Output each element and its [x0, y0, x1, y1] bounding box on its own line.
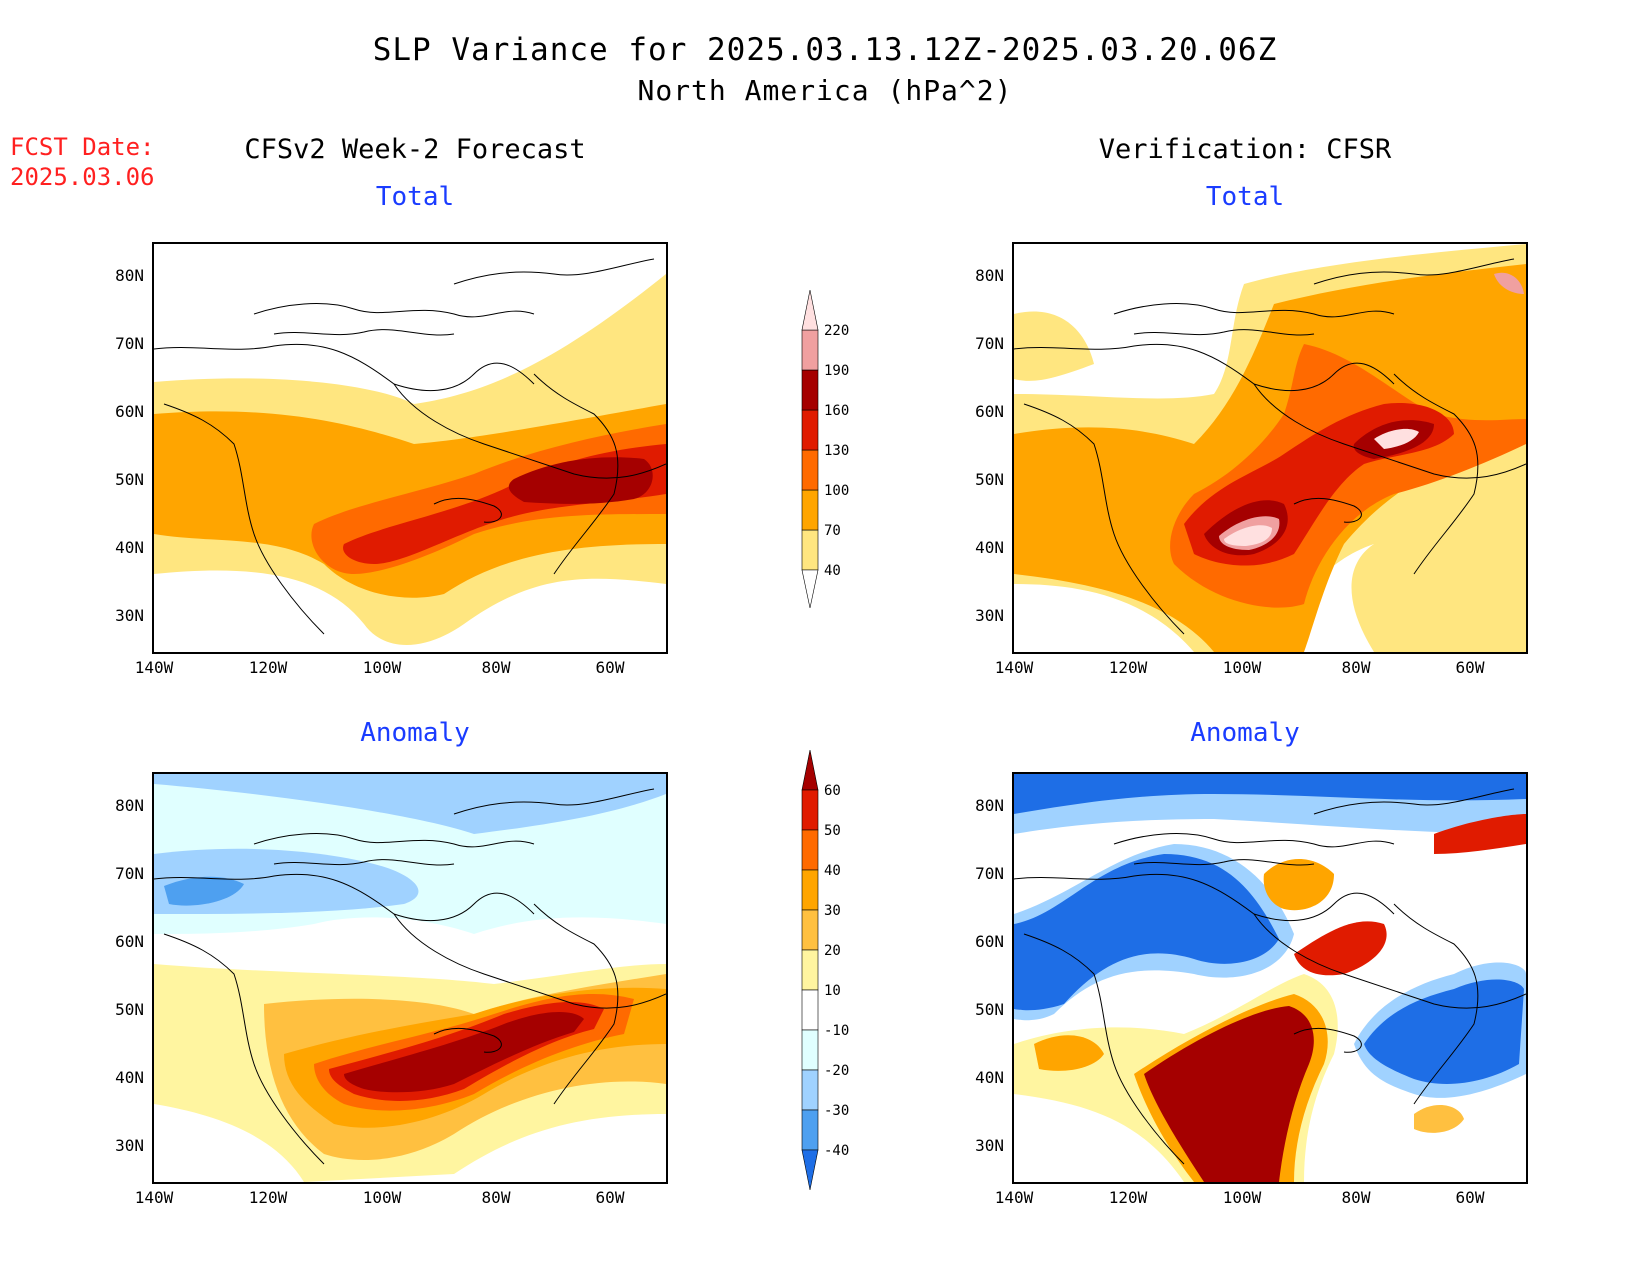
colorbar-swatch — [801, 569, 819, 609]
verif-total-map — [1012, 242, 1528, 654]
lon-tick-label: 80W — [1341, 1188, 1371, 1207]
lat-tick-label: 70N — [975, 864, 1004, 883]
lat-tick-label: 60N — [115, 402, 144, 421]
colorbar-label: -30 — [824, 1103, 849, 1119]
lat-tick-label: 80N — [115, 796, 144, 815]
colorbar-swatch — [801, 750, 819, 791]
total-colorbar: 40 70 100 130 160 190 220 — [801, 289, 849, 609]
colorbar-swatch — [801, 789, 819, 831]
colorbar-swatch — [801, 829, 819, 871]
verif-total-title: Total — [1205, 182, 1285, 212]
colorbar-swatch — [801, 1069, 819, 1111]
colorbar-swatch — [801, 1109, 819, 1151]
lon-tick-label: 100W — [1222, 1188, 1262, 1207]
lon-tick-label: 120W — [1108, 658, 1148, 677]
colorbar-swatch — [801, 909, 819, 951]
lat-tick-label: 40N — [115, 1068, 144, 1087]
colorbar-swatch — [801, 869, 819, 911]
lat-tick-label: 70N — [115, 864, 144, 883]
forecast-anomaly-map — [152, 772, 668, 1184]
lon-tick-label: 100W — [362, 1188, 402, 1207]
lon-tick-label: 120W — [248, 658, 288, 677]
lat-tick-label: 80N — [975, 266, 1004, 285]
lon-tick-label: 140W — [994, 1188, 1034, 1207]
forecast-total-title: Total — [375, 182, 455, 212]
lon-tick-label: 140W — [134, 1188, 174, 1207]
colorbar-label: 50 — [824, 823, 841, 839]
colorbar-label: 190 — [824, 363, 849, 379]
forecast-total-map — [152, 242, 668, 654]
lat-tick-label: 50N — [115, 1000, 144, 1019]
lon-tick-label: 140W — [994, 658, 1034, 677]
forecast-anomaly-title: Anomaly — [360, 718, 470, 748]
fcst-date-value: 2025.03.06 — [10, 163, 155, 191]
verification-column-title: Verification: CFSR — [1098, 134, 1392, 165]
colorbar-swatch — [801, 949, 819, 991]
lon-tick-label: 120W — [248, 1188, 288, 1207]
lat-tick-label: 50N — [115, 470, 144, 489]
page-title: SLP Variance for 2025.03.13.12Z-2025.03.… — [372, 32, 1278, 68]
lat-tick-label: 30N — [975, 1136, 1004, 1155]
colorbar-label: 100 — [824, 483, 849, 499]
colorbar-swatch — [801, 289, 819, 331]
colorbar-swatch — [801, 409, 819, 451]
colorbar-swatch — [801, 989, 819, 1031]
lat-tick-label: 50N — [975, 1000, 1004, 1019]
colorbar-label: -40 — [824, 1143, 849, 1159]
colorbar-swatch — [801, 529, 819, 571]
lat-tick-label: 30N — [115, 606, 144, 625]
lat-tick-label: 70N — [115, 334, 144, 353]
colorbar-label: 40 — [824, 563, 841, 579]
lon-tick-label: 60W — [1455, 1188, 1485, 1207]
lat-tick-label: 80N — [975, 796, 1004, 815]
lat-tick-label: 30N — [975, 606, 1004, 625]
lon-tick-label: 60W — [595, 1188, 625, 1207]
lon-tick-label: 80W — [481, 658, 511, 677]
colorbar-label: 10 — [824, 983, 841, 999]
colorbar-label: 70 — [824, 523, 841, 539]
colorbar-label: -10 — [824, 1023, 849, 1039]
forecast-column-title: CFSv2 Week-2 Forecast — [244, 134, 586, 165]
lat-tick-label: 60N — [115, 932, 144, 951]
colorbar-label: 130 — [824, 443, 849, 459]
lat-tick-label: 60N — [975, 932, 1004, 951]
colorbar-label: 60 — [824, 783, 841, 799]
lon-tick-label: 80W — [1341, 658, 1371, 677]
lat-tick-label: 80N — [115, 266, 144, 285]
colorbar-swatch — [801, 1149, 819, 1191]
anomaly-colorbar: 60 50 40 30 20 10 -10 -20 -30 -40 — [801, 750, 849, 1191]
colorbar-label: 20 — [824, 943, 841, 959]
colorbar-swatch — [801, 1029, 819, 1071]
lon-tick-label: 120W — [1108, 1188, 1148, 1207]
colorbar-label: -20 — [824, 1063, 849, 1079]
page-subtitle: North America (hPa^2) — [637, 74, 1013, 107]
colorbar-label: 40 — [824, 863, 841, 879]
colorbar-swatch — [801, 329, 819, 371]
lat-tick-label: 30N — [115, 1136, 144, 1155]
lon-tick-label: 80W — [481, 1188, 511, 1207]
lon-tick-label: 140W — [134, 658, 174, 677]
lat-tick-label: 60N — [975, 402, 1004, 421]
colorbar-swatch — [801, 369, 819, 411]
lat-tick-label: 40N — [115, 538, 144, 557]
lon-tick-label: 100W — [1222, 658, 1262, 677]
lon-tick-label: 60W — [1455, 658, 1485, 677]
colorbar-label: 160 — [824, 403, 849, 419]
verif-anomaly-title: Anomaly — [1190, 718, 1300, 748]
lon-tick-label: 60W — [595, 658, 625, 677]
colorbar-swatch — [801, 489, 819, 531]
lat-tick-label: 40N — [975, 538, 1004, 557]
lat-tick-label: 50N — [975, 470, 1004, 489]
colorbar-label: 220 — [824, 323, 849, 339]
lat-tick-label: 40N — [975, 1068, 1004, 1087]
lon-tick-label: 100W — [362, 658, 402, 677]
lat-tick-label: 70N — [975, 334, 1004, 353]
colorbar-label: 30 — [824, 903, 841, 919]
colorbar-swatch — [801, 449, 819, 491]
verif-anomaly-map — [1012, 772, 1528, 1184]
fcst-date-label: FCST Date: — [10, 133, 155, 161]
